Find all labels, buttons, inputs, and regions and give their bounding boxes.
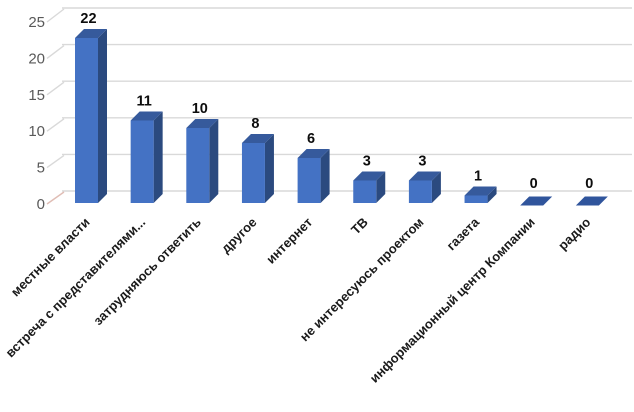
y-axis-tick-label: 25 bbox=[28, 14, 45, 31]
bar-value-label: 10 bbox=[192, 101, 208, 117]
bar-zero-slab[interactable] bbox=[575, 196, 608, 206]
bar-value-label: 0 bbox=[585, 176, 593, 192]
bar-side-face[interactable] bbox=[487, 186, 497, 204]
axis-depth-tick-20 bbox=[46, 45, 65, 59]
axis-depth-tick-15 bbox=[46, 81, 65, 96]
bar-value-label: 0 bbox=[530, 176, 538, 192]
bar-zero-slab[interactable] bbox=[520, 196, 553, 206]
bar-side-face[interactable] bbox=[320, 149, 330, 203]
bar-front-face[interactable] bbox=[186, 128, 210, 203]
y-axis-tick-label: 20 bbox=[28, 50, 45, 67]
bar-value-label: 3 bbox=[363, 154, 371, 170]
bar-value-label: 3 bbox=[418, 154, 426, 170]
bar-front-face[interactable] bbox=[241, 143, 265, 203]
bar-top-face[interactable] bbox=[464, 186, 497, 196]
bar-side-face[interactable] bbox=[264, 134, 274, 203]
bar-top-face[interactable] bbox=[241, 134, 274, 143]
bar-top-face[interactable] bbox=[75, 29, 107, 38]
y-axis-tick-label: 10 bbox=[28, 123, 45, 140]
bar-value-label: 22 bbox=[80, 11, 96, 27]
bar-front-face[interactable] bbox=[75, 38, 98, 203]
axis-depth-tick-10 bbox=[46, 118, 65, 132]
bar-value-label: 6 bbox=[307, 131, 315, 147]
bar-front-face[interactable] bbox=[130, 120, 154, 204]
bar-top-face[interactable] bbox=[353, 171, 386, 181]
y-axis-tick-label: 15 bbox=[28, 87, 45, 104]
bar-top-face[interactable] bbox=[297, 149, 330, 158]
bar-side-face[interactable] bbox=[431, 171, 441, 204]
bar-side-face[interactable] bbox=[376, 171, 386, 204]
bar-value-label: 8 bbox=[251, 116, 259, 132]
bar-front-face[interactable] bbox=[464, 195, 488, 204]
bar-top-face[interactable] bbox=[130, 111, 163, 121]
bar-top-face[interactable] bbox=[186, 119, 219, 128]
bar-top-face[interactable] bbox=[408, 171, 441, 181]
bar-front-face[interactable] bbox=[408, 180, 432, 204]
axis-depth-tick-25 bbox=[46, 8, 65, 23]
axis-depth-tick-5 bbox=[46, 154, 65, 169]
y-axis-tick-label: 0 bbox=[37, 196, 45, 213]
bar-side-face[interactable] bbox=[209, 119, 219, 203]
bar-value-label: 11 bbox=[136, 94, 151, 110]
axis-depth-tick-0 bbox=[46, 191, 65, 205]
bar-front-face[interactable] bbox=[297, 158, 321, 203]
bar-side-face[interactable] bbox=[98, 29, 107, 203]
bar-front-face[interactable] bbox=[353, 180, 377, 204]
bar-value-label: 1 bbox=[474, 169, 482, 185]
y-axis-tick-label: 5 bbox=[37, 160, 45, 177]
bar-side-face[interactable] bbox=[153, 111, 163, 204]
